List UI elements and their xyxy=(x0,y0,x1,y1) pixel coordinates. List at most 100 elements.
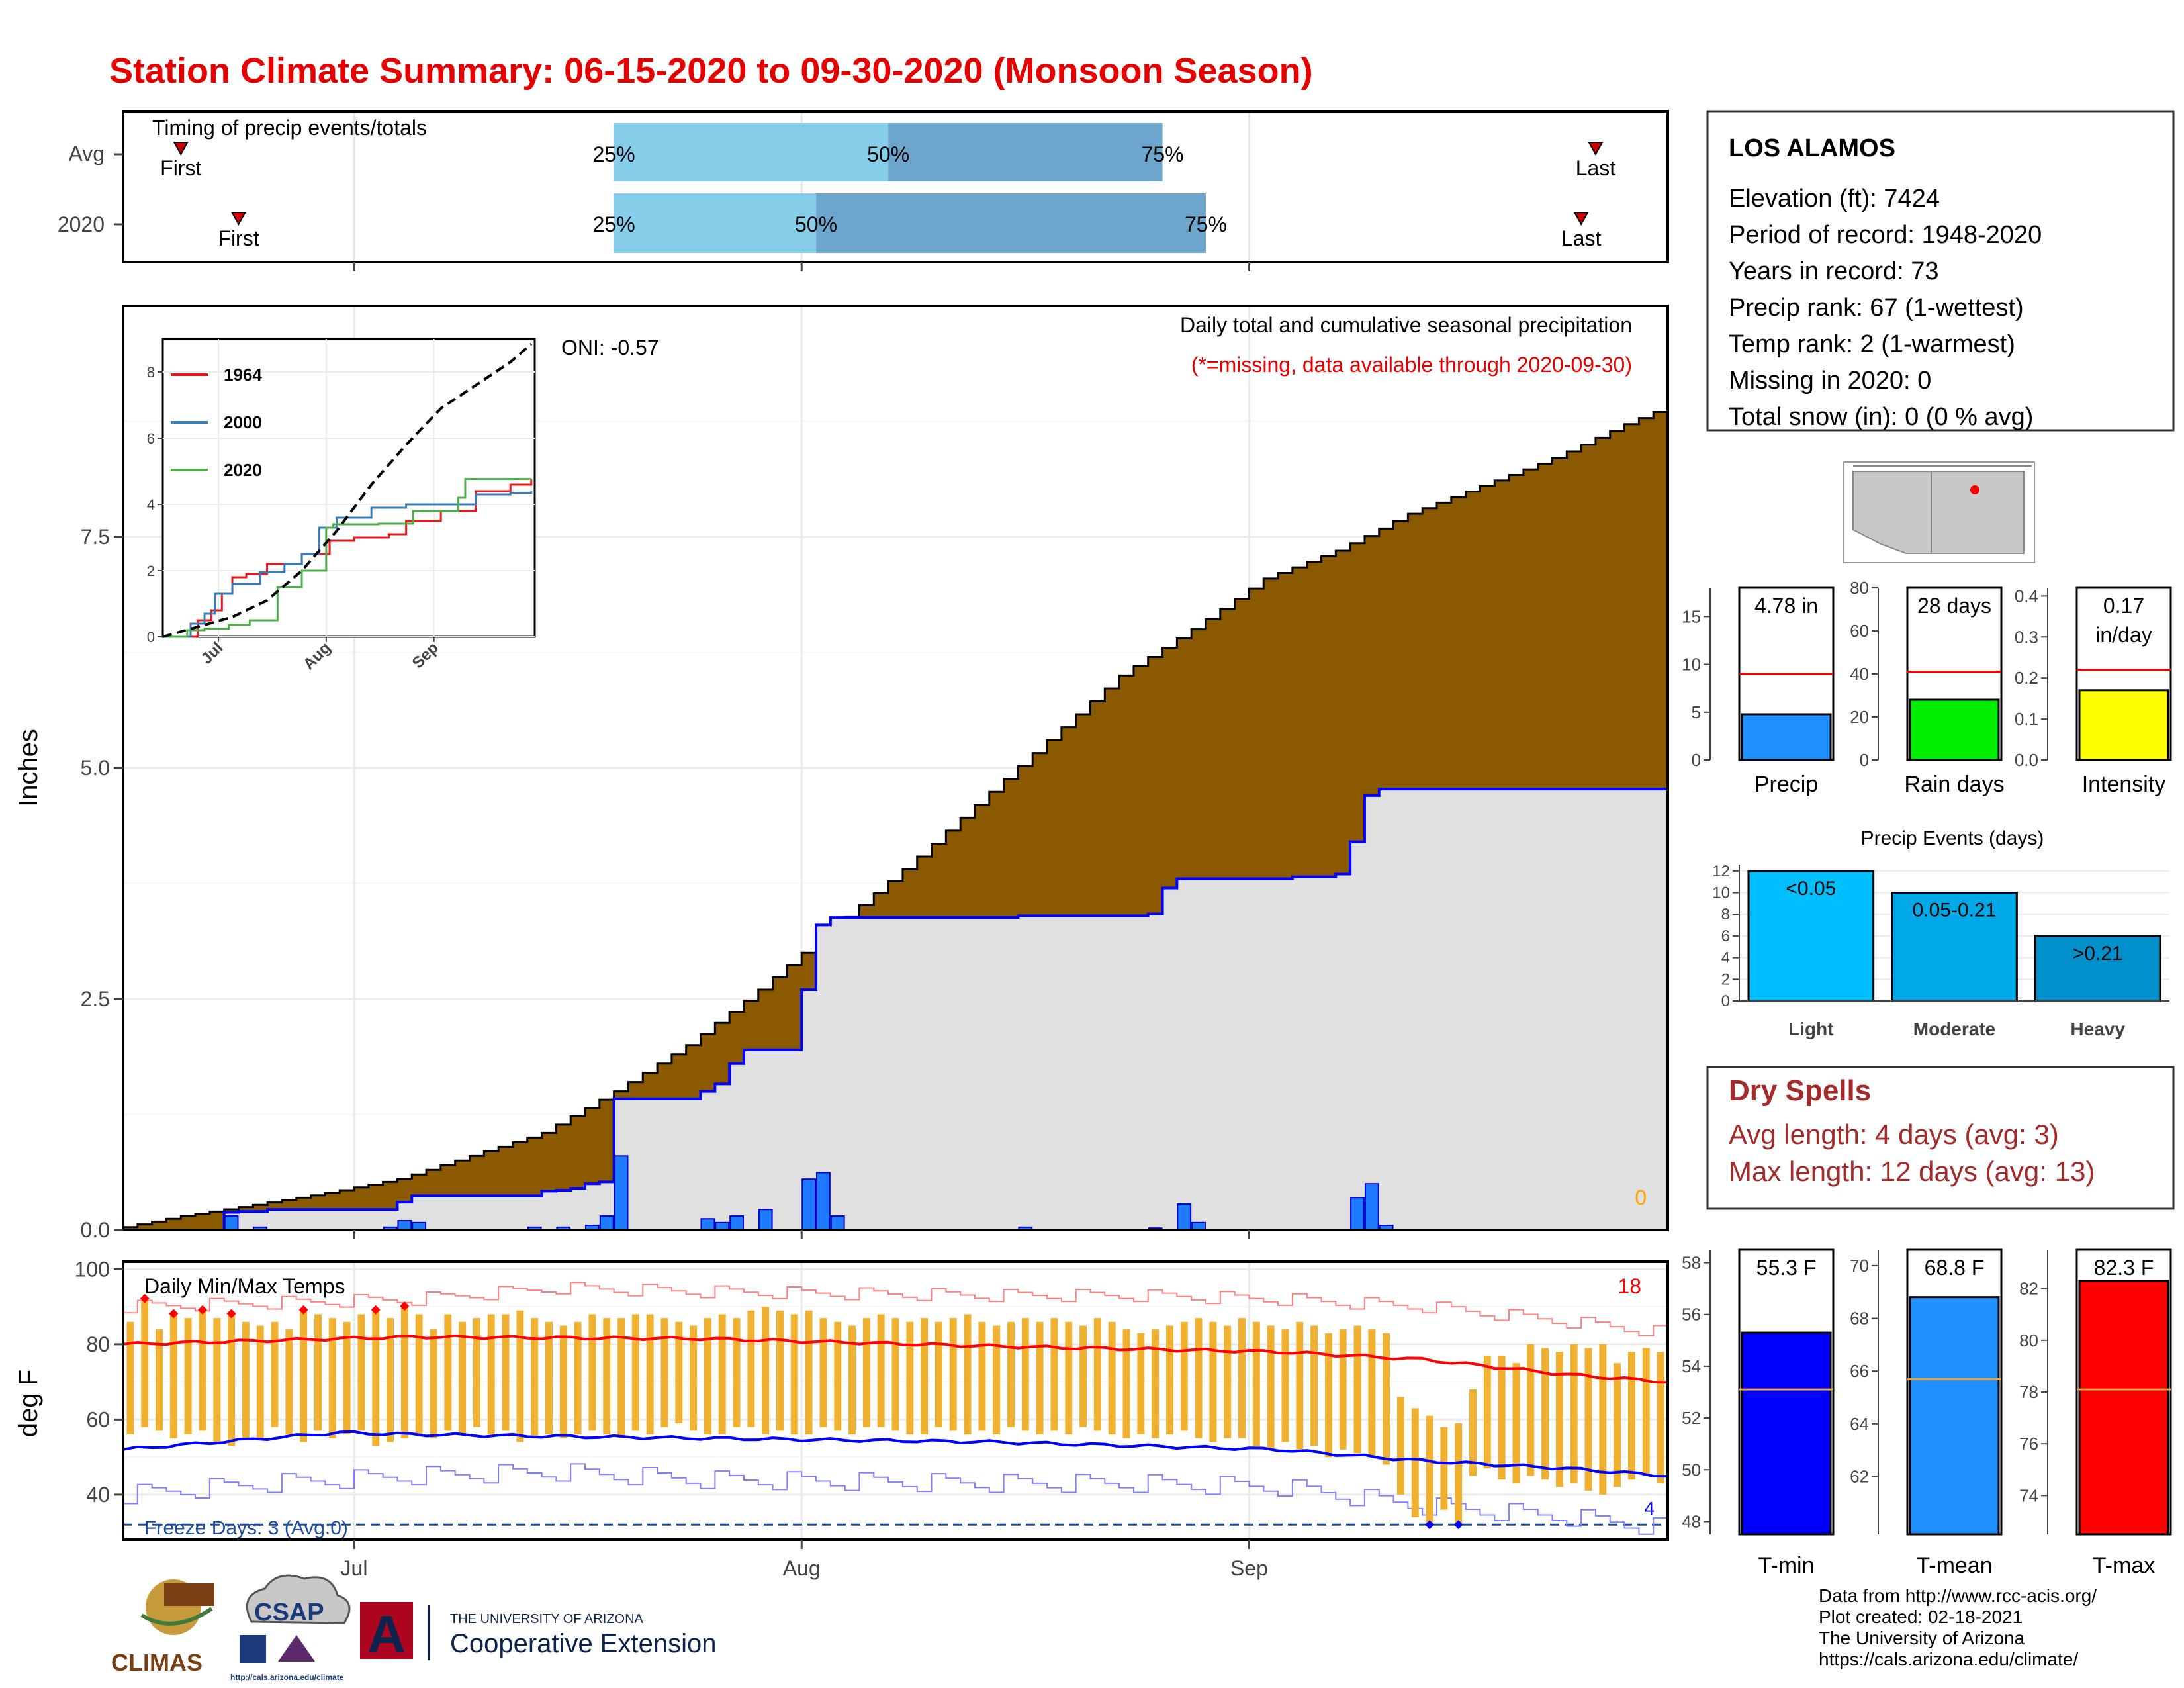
tmax-summary-y-tick-label: 78 xyxy=(2019,1382,2038,1402)
daily-temp-bar xyxy=(126,1321,134,1435)
daily-temp-bar xyxy=(1122,1329,1130,1438)
intensity-summary-y-tick-label: 0.2 xyxy=(2015,668,2038,688)
inset-gridlines xyxy=(163,339,535,637)
daily-temp-bar xyxy=(906,1321,914,1435)
daily-temp-bar xyxy=(1657,1352,1664,1483)
last-marker-icon xyxy=(1573,212,1589,226)
timing-p75-label: 75% xyxy=(1185,212,1227,236)
daily-temp-bar xyxy=(343,1321,351,1435)
intensity-summary-value-label-2: in/day xyxy=(2095,623,2152,647)
daily-temp-bar xyxy=(1599,1344,1607,1495)
raindays-summary-y-tick-label: 80 xyxy=(1850,578,1869,598)
climas-logo-text: CLIMAS xyxy=(111,1649,203,1676)
daily-temp-bar xyxy=(588,1314,596,1431)
timing-p25-label: 25% xyxy=(593,142,635,166)
precip-y-tick-label: 7.5 xyxy=(81,525,110,549)
precip-y-tick-label: 0.0 xyxy=(81,1218,110,1242)
timing-p50-label: 50% xyxy=(795,212,837,236)
daily-temp-bar xyxy=(993,1325,1001,1435)
daily-temp-bar xyxy=(516,1310,524,1442)
raindays-summary-y-tick-label: 20 xyxy=(1850,707,1869,727)
daily-temp-bar xyxy=(169,1314,177,1438)
inset-series-1964 xyxy=(163,479,533,638)
raindays-summary-y-tick-label: 0 xyxy=(1860,750,1869,770)
timing-bar-50-75 xyxy=(888,123,1163,181)
daily-precip-bar xyxy=(397,1220,412,1231)
daily-temp-bar xyxy=(1165,1325,1173,1435)
tmax-summary-y-tick-label: 82 xyxy=(2019,1279,2038,1299)
tmean-summary-bar xyxy=(1909,1296,2000,1536)
timing-bar-25-50 xyxy=(614,193,817,253)
daily-temp-bar xyxy=(1455,1423,1463,1525)
daily-temp-bar xyxy=(430,1329,437,1438)
station-years: Years in record: 73 xyxy=(1729,258,1939,285)
daily-temp-bar xyxy=(1411,1408,1419,1517)
events-y-tick-label: 12 xyxy=(1712,863,1730,880)
daily-temp-bar xyxy=(1108,1321,1116,1435)
daily-temp-bar xyxy=(1584,1348,1592,1491)
events-y-tick-label: 8 xyxy=(1721,906,1730,923)
dry-spells-frame xyxy=(1706,1066,2175,1210)
daily-temp-bar xyxy=(1397,1397,1404,1495)
missing-days-count: 0 xyxy=(1635,1186,1647,1209)
daily-temp-bar xyxy=(1324,1333,1332,1458)
daily-temp-bar xyxy=(1079,1325,1087,1427)
daily-temp-bar xyxy=(459,1321,467,1435)
daily-temp-bar xyxy=(891,1318,899,1431)
station-period: Period of record: 1948-2020 xyxy=(1729,221,2042,249)
daily-temp-bar xyxy=(256,1325,264,1438)
record-high-marker xyxy=(140,1293,150,1303)
precip-summary-y-tick-label: 10 xyxy=(1682,655,1701,675)
first-marker-label: First xyxy=(218,226,259,250)
precip-summary-category-label: Precip xyxy=(1754,772,1818,797)
csap-mountain-icon xyxy=(278,1635,315,1662)
daily-temp-bar xyxy=(487,1314,495,1435)
dry-spells: Dry Spells Avg length: 4 days (avg: 3) M… xyxy=(1706,1066,2175,1210)
events-bar-label: <0.05 xyxy=(1786,878,1836,900)
precip-summary-y-tick-label: 5 xyxy=(1692,702,1701,722)
temp-y-tick-label: 40 xyxy=(86,1483,110,1507)
daily-temp-bar xyxy=(603,1318,611,1435)
daily-temp-bar xyxy=(1137,1333,1145,1435)
raindays-summary-y-tick-label: 60 xyxy=(1850,621,1869,641)
tmean-summary-y-tick-label: 68 xyxy=(1850,1309,1869,1329)
precip-y-tick-label: 5.0 xyxy=(81,756,110,780)
temp-x-tick-label: Sep xyxy=(1230,1556,1268,1580)
events-y-tick-label: 4 xyxy=(1721,949,1730,967)
avg-tmin-line xyxy=(122,1430,1668,1478)
new-mexico-shape xyxy=(1931,471,2025,554)
daily-temp-bar xyxy=(400,1307,408,1438)
tmean-summary-category-label: T-mean xyxy=(1916,1553,1992,1578)
events-bar-label: 0.05-0.21 xyxy=(1913,900,1997,921)
daily-temp-bar xyxy=(141,1299,149,1427)
csap-url-text: http://cals.arizona.edu/climate xyxy=(230,1673,344,1682)
daily-temp-bar xyxy=(1224,1325,1232,1438)
precip-events-chart: 0 2 4 6 8 10 12 <0.05 Light 0.05-0.21 Moderate >0.2… xyxy=(1712,863,2169,1039)
daily-temp-bar xyxy=(1383,1333,1390,1465)
raindays-summary-bar xyxy=(1909,698,2000,761)
precip-events-title: Precip Events (days) xyxy=(1861,827,2044,849)
daily-temp-bar xyxy=(1483,1355,1491,1469)
daily-temp-bar xyxy=(1555,1352,1563,1487)
daily-temp-bar xyxy=(1180,1321,1188,1431)
record-low-marker xyxy=(1453,1520,1463,1530)
events-bar-moderate xyxy=(1891,892,2018,1002)
intensity-summary-value-label: 0.17 xyxy=(2103,594,2144,618)
events-category-label: Moderate xyxy=(1913,1019,1995,1039)
daily-temp-bar xyxy=(1050,1318,1058,1431)
precip-events-panel: Precip Events (days) 0 2 4 6 8 10 12 <0.05 Light… xyxy=(1712,827,2169,1039)
daily-temp-bar xyxy=(1036,1321,1044,1435)
tmean-summary-y-tick-label: 70 xyxy=(1850,1256,1869,1276)
station-snow: Total snow (in): 0 (0 % avg) xyxy=(1729,403,2033,431)
daily-temp-bar xyxy=(1238,1318,1246,1438)
precip-summary-y-tick-label: 15 xyxy=(1682,606,1701,626)
csap-cloud-icon xyxy=(246,1574,351,1624)
intensity-summary-category-label: Intensity xyxy=(2082,772,2166,797)
daily-temp-bar xyxy=(1512,1363,1520,1483)
tmax-summary-bar xyxy=(2078,1280,2169,1536)
tmean-summary-value-label: 68.8 F xyxy=(1925,1256,1985,1280)
events-category-label: Heavy xyxy=(2070,1019,2125,1039)
daily-temp-bar xyxy=(473,1318,480,1427)
daily-temp-bar xyxy=(834,1321,842,1431)
